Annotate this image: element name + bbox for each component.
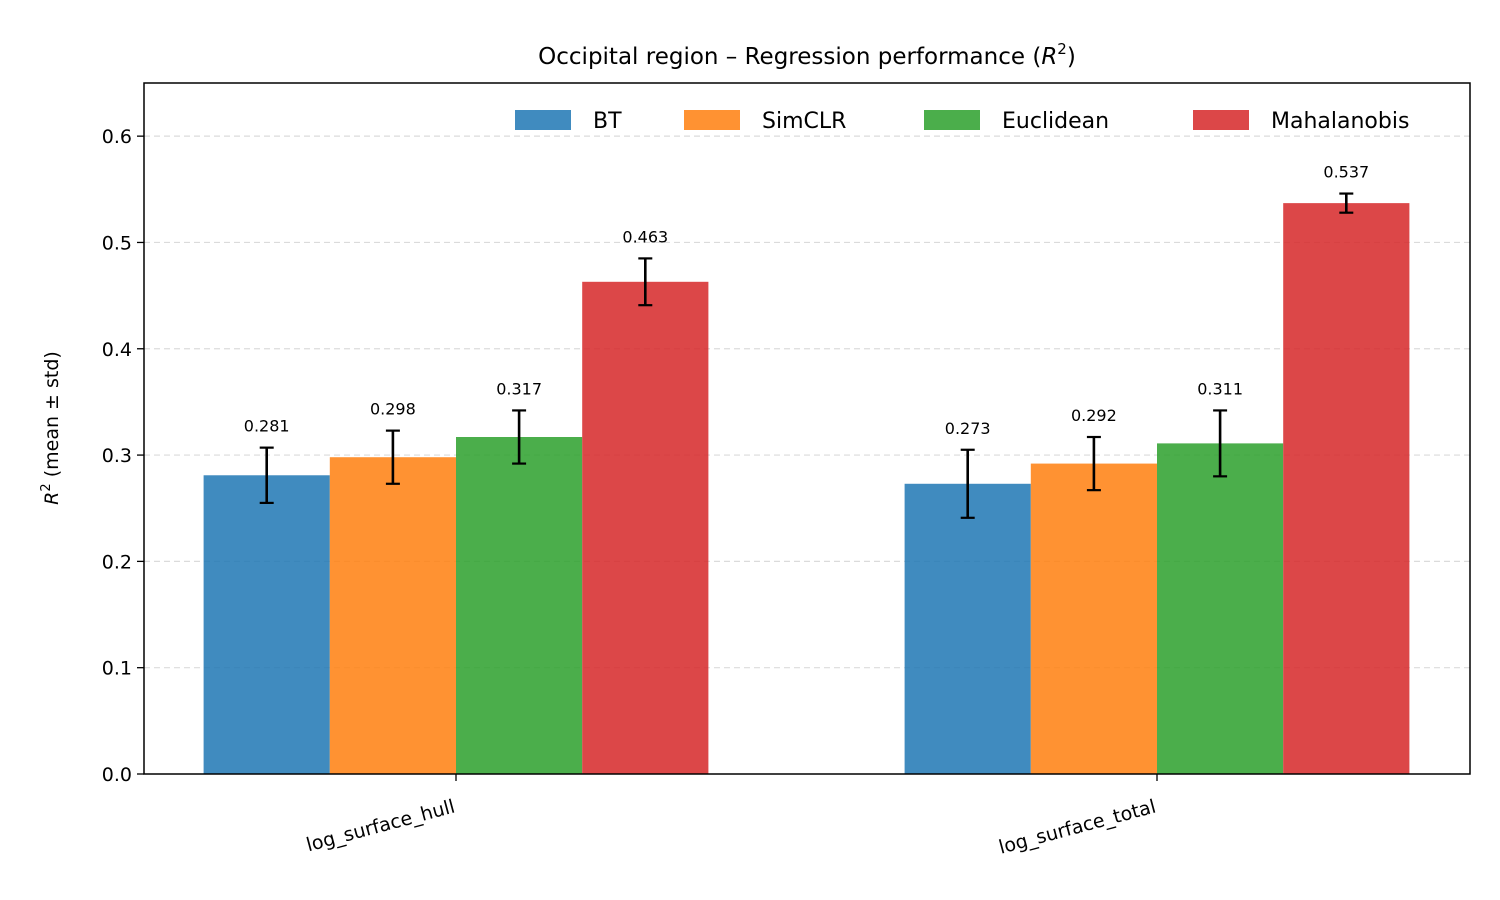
data-labels: 0.281 0.273 0.298 0.292 0.317 0.311 0.463 0.537 <box>244 163 1369 438</box>
plot-frame <box>143 82 1471 775</box>
legend-swatch-simclr <box>684 110 740 130</box>
bars <box>203 203 1410 774</box>
data-label: 0.311 <box>1197 379 1243 398</box>
data-label: 0.298 <box>370 400 416 419</box>
data-label: 0.281 <box>244 417 290 436</box>
legend-swatch-bt <box>515 110 571 130</box>
chart-title: Occipital region – Regression performanc… <box>538 40 1076 70</box>
data-label: 0.317 <box>496 379 542 398</box>
bar-mahalanobis-2 <box>1283 203 1410 774</box>
legend-label-bt: BT <box>593 109 622 134</box>
bar-simclr-1 <box>329 457 456 774</box>
legend-swatch-euclidean <box>924 110 980 130</box>
y-tick-label: 0.3 <box>102 445 132 467</box>
bar-mahalanobis-1 <box>582 281 709 774</box>
data-label: 0.273 <box>945 419 991 438</box>
legend: BT SimCLR Euclidean Mahalanobis <box>515 109 1409 134</box>
bar-euclidean-2 <box>1157 443 1284 774</box>
bar-euclidean-1 <box>456 437 583 774</box>
y-tick-label: 0.4 <box>102 339 132 361</box>
bar-bt-2 <box>904 483 1031 774</box>
legend-label-simclr: SimCLR <box>762 109 846 134</box>
y-axis-label: R2 (mean ± std) <box>39 351 63 505</box>
y-tick-label: 0.2 <box>102 551 132 573</box>
y-tick-label: 0.5 <box>102 232 132 254</box>
y-tick-label: 0.0 <box>102 764 132 786</box>
legend-label-euclidean: Euclidean <box>1002 109 1109 134</box>
bar-bt-1 <box>203 475 330 774</box>
data-label: 0.463 <box>622 227 668 246</box>
legend-swatch-mahalanobis <box>1193 110 1249 130</box>
y-tick-label: 0.1 <box>102 658 132 680</box>
legend-label-mahalanobis: Mahalanobis <box>1271 109 1409 134</box>
data-label: 0.292 <box>1071 406 1117 425</box>
y-axis-ticks: 0.0 0.1 0.2 0.3 0.4 0.5 0.6 <box>102 126 144 786</box>
y-tick-label: 0.6 <box>102 126 132 148</box>
error-bars <box>259 192 1354 519</box>
bar-simclr-2 <box>1030 463 1157 774</box>
data-label: 0.537 <box>1323 163 1369 182</box>
